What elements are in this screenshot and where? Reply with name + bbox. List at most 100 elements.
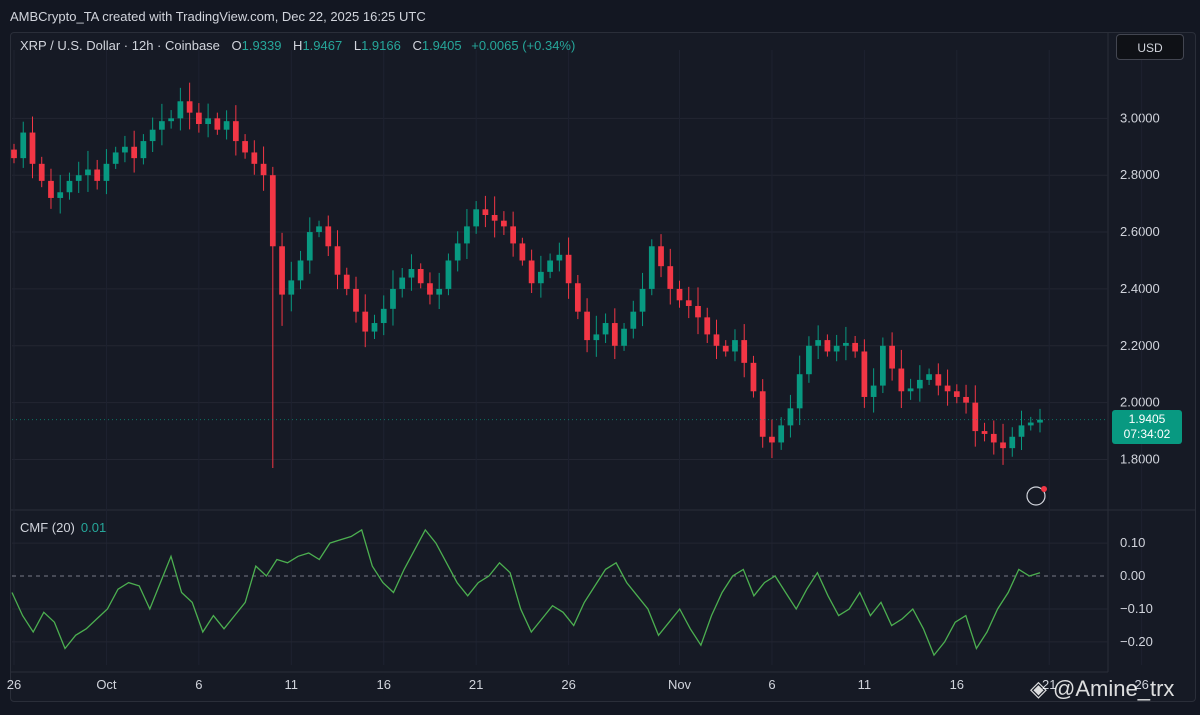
candle-body (565, 254, 572, 284)
time-tick-label: 6 (768, 677, 775, 692)
candle-body (38, 163, 45, 181)
close-label: C (412, 38, 422, 53)
candle-body (186, 101, 193, 113)
candle-body (769, 436, 775, 443)
candle-body (695, 305, 701, 318)
candle-body (685, 300, 692, 306)
candle-body (648, 246, 655, 289)
candle-body (935, 374, 942, 386)
candle-body (722, 345, 729, 352)
price-tick-label: 2.0000 (1120, 395, 1160, 410)
binance-logo-icon: ◈ (1030, 676, 1054, 701)
candle-body (972, 402, 979, 432)
candle-body (343, 274, 350, 289)
candle-body (482, 209, 489, 215)
candle-body (94, 169, 101, 181)
candle-body (547, 260, 553, 272)
candle-body (177, 101, 184, 119)
candle-body (417, 269, 424, 284)
candle-body (1027, 422, 1034, 426)
candle-body (232, 121, 239, 142)
candle-body (806, 345, 812, 375)
candle-body (454, 243, 461, 261)
candle-body (390, 288, 396, 309)
candle-body (48, 180, 54, 198)
candle-body (131, 146, 138, 159)
candle-body (112, 152, 119, 164)
candle-body (214, 118, 221, 130)
chart-panel[interactable] (10, 32, 1196, 702)
time-tick-label: 6 (195, 677, 202, 692)
candle-body (944, 385, 951, 392)
candle-body (639, 288, 646, 312)
candle-body (658, 246, 664, 267)
last-price-tag: 1.9405 07:34:02 (1112, 410, 1182, 444)
candle-body (796, 374, 803, 409)
cmf-tick-label: −0.10 (1120, 601, 1153, 616)
cmf-tick-label: −0.20 (1120, 634, 1153, 649)
time-tick-label: 11 (858, 677, 872, 692)
candle-body (815, 340, 822, 346)
candle-body (704, 317, 711, 335)
candle-body (667, 266, 674, 289)
candle-body (1009, 436, 1016, 449)
candle-body (85, 169, 91, 176)
candle-body (630, 311, 637, 329)
watermark-text: @Amine_trx (1053, 676, 1175, 701)
candle-body (66, 180, 73, 193)
candle-body (843, 342, 849, 346)
low-label: L (353, 38, 362, 53)
candle-body (750, 362, 757, 392)
candle-body (778, 425, 785, 443)
bar-countdown: 07:34:02 (1123, 427, 1171, 441)
cmf-name[interactable]: CMF (20) (20, 520, 75, 535)
candle-body (926, 374, 932, 380)
candle-body (427, 283, 433, 295)
candle-body (334, 246, 341, 275)
candle-body (140, 141, 147, 159)
currency-button[interactable]: USD (1116, 34, 1184, 60)
change-value: +0.0065 (+0.34%) (471, 38, 576, 53)
candle-body (103, 163, 110, 181)
open-label: O (231, 38, 242, 53)
price-tick-label: 2.2000 (1120, 338, 1160, 353)
candle-body (916, 379, 923, 389)
candle-body (205, 118, 211, 125)
candle-body (325, 226, 332, 247)
candle-body (981, 431, 988, 434)
candle-body (306, 232, 313, 261)
candle-body (11, 149, 17, 159)
candle-body (990, 433, 997, 443)
price-tick-label: 2.4000 (1120, 281, 1160, 296)
candle-body (399, 277, 406, 289)
time-tick-label: 16 (950, 677, 964, 692)
candle-body (953, 391, 960, 397)
time-tick-label: 11 (285, 677, 299, 692)
low-value: 1.9166 (361, 38, 401, 53)
symbol-title[interactable]: XRP / U.S. Dollar · 12h · Coinbase (20, 38, 220, 53)
candle-body (759, 391, 766, 437)
time-tick-label: 26 (561, 677, 575, 692)
price-tick-label: 3.0000 (1120, 110, 1160, 125)
candle-body (149, 129, 156, 142)
candle-body (279, 246, 285, 295)
high-value: 1.9467 (302, 38, 343, 53)
candle-body (316, 226, 322, 233)
chart-header: AMBCrypto_TA created with TradingView.co… (0, 0, 1200, 32)
time-tick-label: 16 (376, 677, 390, 692)
candle-body (159, 121, 165, 130)
candle-body (371, 323, 378, 332)
candle-body (260, 163, 267, 176)
candle-body (593, 334, 600, 341)
candle-body (676, 288, 683, 301)
candle-body (491, 215, 498, 221)
candle-body (824, 340, 831, 352)
candle-body (464, 226, 470, 244)
cmf-line (11, 528, 1041, 657)
candle-body (297, 260, 304, 281)
candle-body (362, 311, 369, 332)
cmf-legend: CMF (20) 0.01 (20, 520, 106, 535)
candle-body (713, 334, 720, 346)
candle-body (732, 340, 738, 352)
